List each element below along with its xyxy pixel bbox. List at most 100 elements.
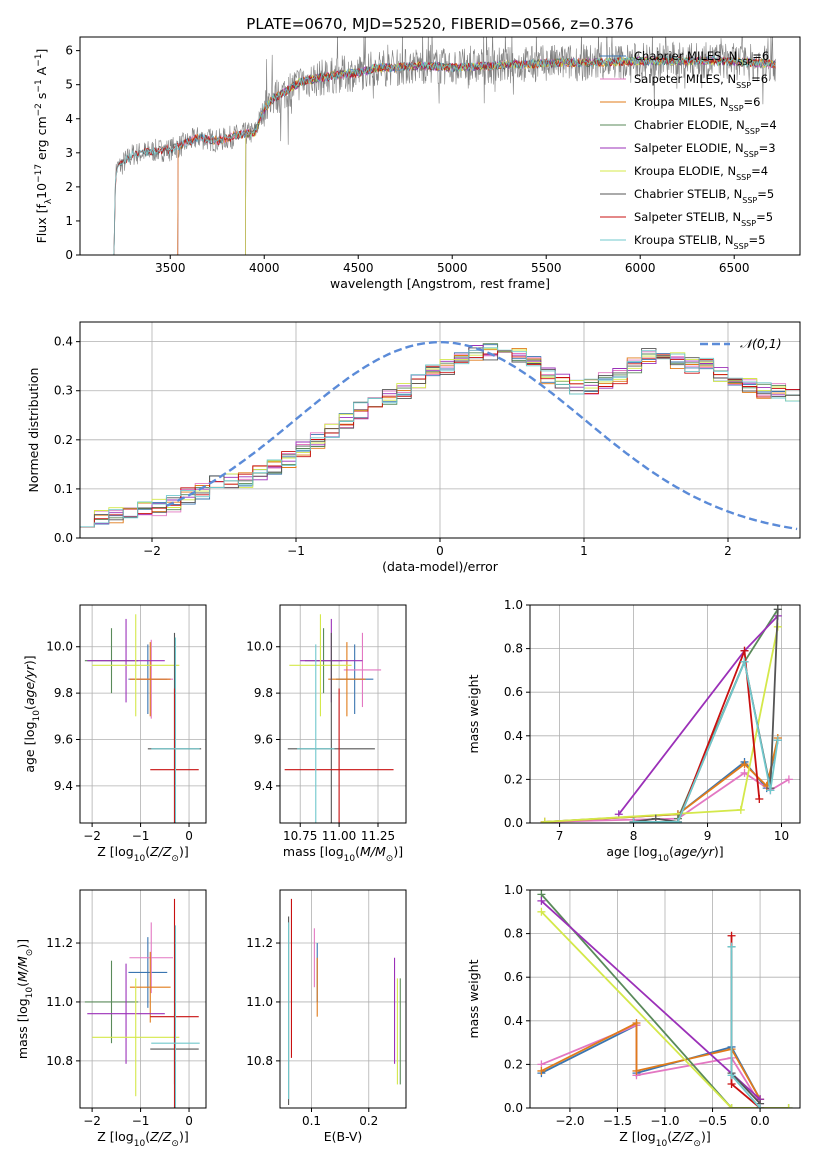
model-spectrum-salpeter-elodie — [245, 55, 776, 255]
y-tick-label: 0.2 — [504, 1057, 523, 1071]
y-tick-label: 11.2 — [246, 936, 273, 950]
histogram-chabrier-stelib — [80, 347, 800, 538]
errorbar-kroupa-elodie — [92, 978, 180, 1097]
axes-frame — [79, 36, 801, 256]
weight-marker — [629, 817, 638, 823]
weight-marker — [766, 786, 775, 795]
x-tick-label: 6000 — [625, 261, 656, 275]
x-axis-label: wavelength [Angstrom, rest frame] — [330, 276, 550, 291]
weight-marker — [736, 805, 745, 814]
weights-chabrier-miles — [540, 736, 782, 823]
x-tick-label: 8 — [630, 829, 638, 843]
errorbar-salpeter-elodie — [87, 618, 165, 703]
weight-marker — [784, 775, 793, 784]
weight-line — [540, 900, 761, 1100]
y-axis-label: Flux [fλ10−17 erg cm−2 s−1 A−1] — [34, 49, 54, 244]
weight-vs-age-chart: 7 8 9 10 0.0 0.2 0.4 0.6 0.8 1.0 age [log10(age/yr… — [466, 598, 801, 864]
y-axis-label: mass [log10(M/M⊙)] — [15, 939, 35, 1059]
weight-marker — [727, 942, 736, 951]
weight-vs-z-plot-area — [537, 890, 793, 1108]
mass-vs-ebv-chart: 0.1 0.2 10.8 11.0 11.2 E(B-V) — [246, 889, 407, 1144]
histogram-kroupa-stelib — [80, 347, 800, 538]
y-axis-label: Normed distribution — [26, 368, 41, 493]
y-tick-label: 9.8 — [254, 686, 273, 700]
weight-marker — [537, 907, 546, 916]
weight-marker — [727, 1080, 736, 1089]
weights-kroupa-miles — [537, 1018, 765, 1104]
x-tick-label: 11.00 — [322, 829, 356, 843]
legend-label-chabrier-miles: Chabrier MILES, NSSP=6 — [634, 49, 769, 67]
legend-label-kroupa-miles: Kroupa MILES, NSSP=6 — [634, 95, 760, 113]
y-tick-label: 1.0 — [504, 883, 523, 897]
weight-marker — [773, 736, 782, 745]
x-tick-label: −2.0 — [555, 1114, 584, 1128]
y-tick-label: 0.6 — [504, 970, 523, 984]
weight-marker — [632, 1066, 641, 1075]
y-tick-label: 10.0 — [246, 640, 273, 654]
x-tick-label: 0 — [185, 829, 193, 843]
mass-vs-ebv-plot-area — [288, 898, 401, 1106]
weight-marker — [784, 1104, 793, 1108]
x-tick-label: 7 — [556, 829, 564, 843]
weights-salpeter-stelib — [727, 931, 765, 1108]
y-tick-label: 0.1 — [54, 482, 73, 496]
y-tick-label: 9.8 — [54, 686, 73, 700]
x-axis-label: Z [log10(Z/Z⊙)] — [619, 1129, 710, 1149]
errorbar-kroupa-miles — [328, 642, 366, 717]
y-tick-label: 0.6 — [504, 685, 523, 699]
weights-kroupa-stelib — [727, 942, 765, 1108]
y-tick-label: 0.0 — [504, 1101, 523, 1115]
model-spectrum-chabrier-elodie — [245, 55, 776, 255]
model-spectrum-kroupa-elodie — [245, 56, 776, 255]
histogram-kroupa-elodie — [80, 348, 800, 538]
y-tick-label: 10.0 — [46, 640, 73, 654]
axes-frame — [279, 889, 407, 1109]
legend-label-chabrier-stelib: Chabrier STELIB, NSSP=5 — [634, 187, 774, 205]
y-tick-label: 5 — [65, 78, 73, 92]
x-tick-label: 11.25 — [361, 829, 395, 843]
weight-marker — [740, 646, 749, 655]
weight-line — [540, 911, 789, 1108]
weight-marker — [756, 1104, 765, 1108]
weight-line — [633, 658, 779, 823]
weights-kroupa-stelib — [629, 657, 782, 823]
y-axis-label: mass weight — [466, 674, 481, 753]
x-tick-label: −2 — [83, 829, 101, 843]
weight-marker — [632, 1018, 641, 1027]
residuals-plot-area — [80, 341, 800, 538]
weight-marker — [537, 896, 546, 905]
errorbar-kroupa-stelib — [151, 637, 200, 823]
errorbar-salpeter-stelib — [284, 688, 394, 823]
y-tick-label: 0.0 — [504, 816, 523, 830]
model-spectrum-salpeter-miles — [177, 55, 776, 255]
model-spectrum-chabrier-miles — [177, 55, 776, 255]
errorbar-chabrier-miles — [128, 937, 168, 1008]
legend-label-salpeter-elodie: Salpeter ELODIE, NSSP=3 — [634, 141, 776, 159]
spectrum-plot-area — [113, 37, 776, 255]
weight-marker — [740, 657, 749, 666]
errorbar-kroupa-elodie — [289, 614, 352, 717]
weights-chabrier-stelib — [727, 942, 765, 1108]
y-tick-label: 0.0 — [54, 531, 73, 545]
x-tick-label: 6500 — [719, 261, 750, 275]
weight-vs-z-chart: −2.0 −1.5 −1.0 −0.5 0.0 0.0 0.2 0.4 0.6 0.8 1.0 Z [… — [466, 883, 801, 1149]
weight-marker — [727, 1071, 736, 1080]
weight-line — [540, 893, 789, 1108]
legend-label-normal: 𝒩(0,1) — [740, 336, 782, 351]
age-vs-z-plot-area — [84, 614, 202, 823]
y-tick-label: 0.2 — [504, 772, 523, 786]
mass-vs-z-plot-area — [84, 898, 200, 1108]
errorbar-salpeter-stelib — [150, 688, 199, 823]
y-tick-label: 10.8 — [46, 1054, 73, 1068]
histogram-kroupa-miles — [80, 347, 800, 538]
errorbar-kroupa-elodie — [92, 614, 180, 717]
weights-chabrier-miles — [537, 1021, 765, 1104]
x-tick-label: 1 — [580, 544, 588, 558]
weight-marker — [540, 817, 549, 823]
y-tick-label: 0.4 — [504, 1014, 523, 1028]
errorbar-salpeter-elodie — [87, 963, 165, 1064]
x-tick-label: 9 — [704, 829, 712, 843]
legend-label-salpeter-miles: Salpeter MILES, NSSP=6 — [634, 72, 768, 90]
y-tick-label: 10.8 — [246, 1054, 273, 1068]
y-tick-label: 4 — [65, 112, 73, 126]
